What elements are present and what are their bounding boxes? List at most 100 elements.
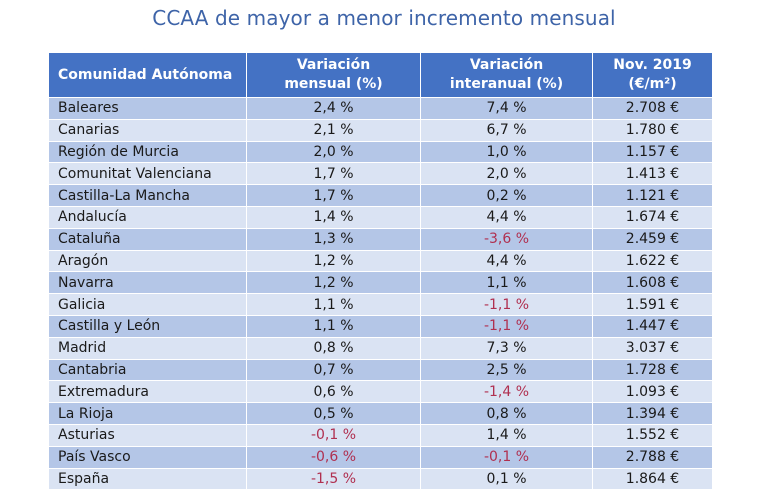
cell-precio: 1.591 €	[592, 293, 713, 316]
cell-precio: 1.157 €	[592, 140, 713, 164]
cell-variacion-interanual: 7,3 %	[420, 336, 593, 360]
cell-variacion-interanual: 0,1 %	[420, 467, 593, 491]
table-row: Castilla-La Mancha 1,7 % 0,2 % 1.121 €	[48, 184, 713, 207]
table-row: Cataluña 1,3 % -3,6 % 2.459 €	[48, 227, 713, 251]
cell-precio: 1.394 €	[592, 402, 713, 425]
cell-variacion-interanual: -3,6 %	[420, 227, 593, 251]
column-header-line: interanual (%)	[449, 76, 564, 92]
cell-precio: 1.728 €	[592, 358, 713, 382]
cell-precio: 1.608 €	[592, 271, 713, 295]
cell-variacion-mensual: 0,7 %	[246, 358, 421, 382]
cell-comunidad: Asturias	[48, 423, 247, 447]
cell-variacion-interanual: 0,8 %	[420, 402, 593, 425]
column-header-line: Nov. 2019	[613, 57, 692, 73]
cell-variacion-mensual: 1,2 %	[246, 271, 421, 295]
cell-precio: 1.864 €	[592, 467, 713, 491]
column-header-variacion-interanual: Variación interanual (%)	[420, 52, 593, 98]
column-header-line: mensual (%)	[284, 76, 383, 92]
cell-variacion-interanual: 2,5 %	[420, 358, 593, 382]
cell-comunidad: Canarias	[48, 118, 247, 142]
cell-precio: 1.622 €	[592, 249, 713, 273]
column-header-line: Variación	[296, 57, 371, 73]
cell-variacion-mensual: 1,1 %	[246, 314, 421, 338]
cell-variacion-interanual: 1,4 %	[420, 423, 593, 447]
column-header-precio: Nov. 2019 (€/m²)	[592, 52, 713, 98]
cell-comunidad: Región de Murcia	[48, 140, 247, 164]
cell-variacion-mensual: -1,5 %	[246, 467, 421, 491]
cell-variacion-interanual: 2,0 %	[420, 162, 593, 186]
cell-variacion-interanual: -1,4 %	[420, 380, 593, 404]
cell-variacion-mensual: 2,4 %	[246, 97, 421, 120]
cell-variacion-interanual: 0,2 %	[420, 184, 593, 207]
cell-comunidad: País Vasco	[48, 445, 247, 469]
column-header-variacion-mensual: Variación mensual (%)	[246, 52, 421, 98]
cell-comunidad: Castilla-La Mancha	[48, 184, 247, 207]
cell-variacion-interanual: 4,4 %	[420, 205, 593, 229]
cell-comunidad: Castilla y León	[48, 314, 247, 338]
table-row: Navarra 1,2 % 1,1 % 1.608 €	[48, 271, 713, 295]
table-row: Región de Murcia 2,0 % 1,0 % 1.157 €	[48, 140, 713, 164]
table-row: Andalucía 1,4 % 4,4 % 1.674 €	[48, 205, 713, 229]
cell-comunidad: Galicia	[48, 293, 247, 316]
cell-comunidad: España	[48, 467, 247, 491]
cell-precio: 1.674 €	[592, 205, 713, 229]
table-row: Galicia 1,1 % -1,1 % 1.591 €	[48, 293, 713, 316]
cell-comunidad: Comunitat Valenciana	[48, 162, 247, 186]
cell-variacion-interanual: 7,4 %	[420, 97, 593, 120]
cell-variacion-mensual: 0,8 %	[246, 336, 421, 360]
cell-variacion-interanual: 4,4 %	[420, 249, 593, 273]
cell-comunidad: Aragón	[48, 249, 247, 273]
table-row: Canarias 2,1 % 6,7 % 1.780 €	[48, 118, 713, 142]
cell-variacion-mensual: 2,0 %	[246, 140, 421, 164]
cell-variacion-mensual: 1,4 %	[246, 205, 421, 229]
table-row: Cantabria 0,7 % 2,5 % 1.728 €	[48, 358, 713, 382]
table-row: Castilla y León 1,1 % -1,1 % 1.447 €	[48, 314, 713, 338]
cell-comunidad: Extremadura	[48, 380, 247, 404]
cell-variacion-interanual: 6,7 %	[420, 118, 593, 142]
column-header-line: Variación	[469, 57, 544, 73]
table-row: País Vasco -0,6 % -0,1 % 2.788 €	[48, 445, 713, 469]
table-row: España -1,5 % 0,1 % 1.864 €	[48, 467, 713, 491]
cell-variacion-interanual: -1,1 %	[420, 314, 593, 338]
column-header-line: (€/m²)	[628, 76, 677, 92]
cell-variacion-mensual: -0,6 %	[246, 445, 421, 469]
cell-variacion-interanual: -1,1 %	[420, 293, 593, 316]
cell-precio: 1.093 €	[592, 380, 713, 404]
cell-variacion-mensual: 0,6 %	[246, 380, 421, 404]
cell-variacion-mensual: -0,1 %	[246, 423, 421, 447]
column-header-comunidad: Comunidad Autónoma	[48, 52, 247, 98]
cell-precio: 2.459 €	[592, 227, 713, 251]
cell-comunidad: La Rioja	[48, 402, 247, 425]
table-row: Baleares 2,4 % 7,4 % 2.708 €	[48, 97, 713, 120]
cell-variacion-mensual: 1,2 %	[246, 249, 421, 273]
cell-precio: 1.121 €	[592, 184, 713, 207]
cell-precio: 1.780 €	[592, 118, 713, 142]
cell-precio: 2.708 €	[592, 97, 713, 120]
cell-comunidad: Cantabria	[48, 358, 247, 382]
page-title: CCAA de mayor a menor incremento mensual	[152, 6, 616, 30]
table-row: Extremadura 0,6 % -1,4 % 1.093 €	[48, 380, 713, 404]
table-row: Aragón 1,2 % 4,4 % 1.622 €	[48, 249, 713, 273]
cell-variacion-mensual: 1,7 %	[246, 184, 421, 207]
table-row: Comunitat Valenciana 1,7 % 2,0 % 1.413 €	[48, 162, 713, 186]
cell-variacion-mensual: 2,1 %	[246, 118, 421, 142]
table-body: Baleares 2,4 % 7,4 % 2.708 € Canarias 2,1 % 6,…	[48, 97, 713, 491]
cell-precio: 1.552 €	[592, 423, 713, 447]
cell-variacion-mensual: 1,1 %	[246, 293, 421, 316]
data-table: Comunidad Autónoma Variación mensual (%)…	[48, 52, 713, 491]
column-header-line: Comunidad Autónoma	[58, 66, 233, 83]
cell-precio: 1.413 €	[592, 162, 713, 186]
cell-variacion-mensual: 1,7 %	[246, 162, 421, 186]
cell-variacion-interanual: -0,1 %	[420, 445, 593, 469]
table-row: Madrid 0,8 % 7,3 % 3.037 €	[48, 336, 713, 360]
cell-comunidad: Cataluña	[48, 227, 247, 251]
cell-variacion-mensual: 0,5 %	[246, 402, 421, 425]
cell-comunidad: Baleares	[48, 97, 247, 120]
cell-comunidad: Andalucía	[48, 205, 247, 229]
cell-precio: 1.447 €	[592, 314, 713, 338]
table-row: Asturias -0,1 % 1,4 % 1.552 €	[48, 423, 713, 447]
cell-precio: 2.788 €	[592, 445, 713, 469]
cell-comunidad: Madrid	[48, 336, 247, 360]
cell-comunidad: Navarra	[48, 271, 247, 295]
cell-variacion-interanual: 1,0 %	[420, 140, 593, 164]
